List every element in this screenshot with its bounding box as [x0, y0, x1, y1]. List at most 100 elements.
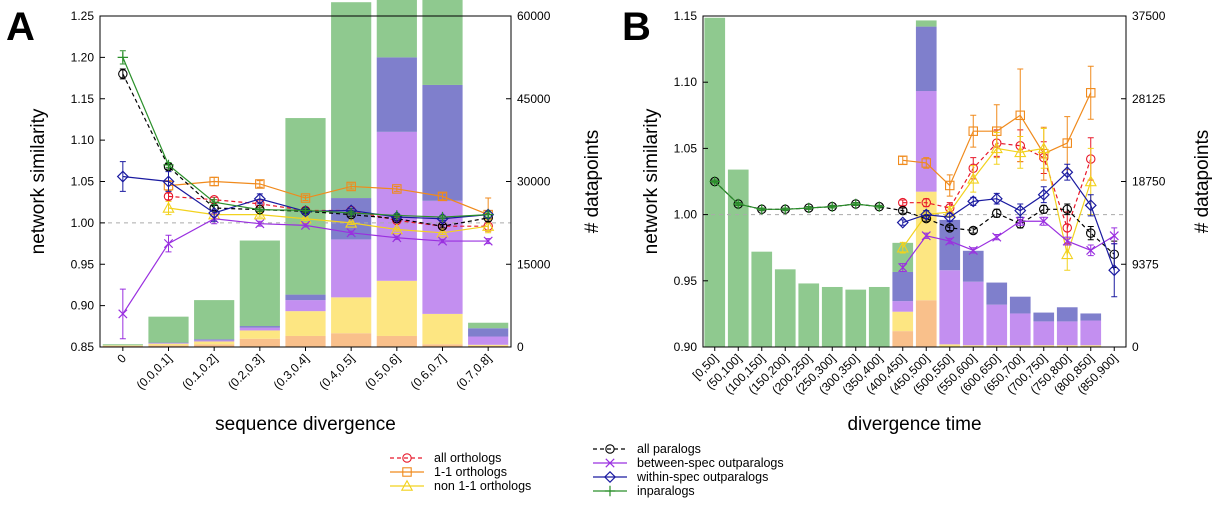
- error-bar-non11_orthologs: [993, 132, 1000, 165]
- point-all_paralogs: [991, 208, 1002, 219]
- series-between_spec: [898, 216, 1119, 273]
- error-bar-all_paralogs: [899, 207, 906, 214]
- bar-inparalogs: [194, 300, 235, 340]
- bar-between_spec: [468, 336, 509, 345]
- y-tick-label: 1.05: [674, 141, 698, 155]
- point-within_spec: [162, 175, 175, 188]
- bar-inparalogs: [821, 286, 843, 347]
- x-tick-label: (0.5,0.6]: [362, 351, 403, 392]
- bar-inparalogs: [774, 269, 796, 347]
- point-non11_orthologs: [896, 241, 909, 253]
- x-tick-label: (0.4,0.5]: [316, 351, 357, 392]
- point-all_paralogs: [944, 223, 955, 233]
- bars: [102, 0, 509, 347]
- bar-orthologs_11: [285, 335, 326, 347]
- bar-within_spec: [194, 339, 235, 341]
- point-between_spec: [992, 232, 1002, 242]
- bar-inparalogs: [915, 20, 937, 27]
- error-bar-orthologs_11: [1064, 116, 1071, 171]
- bar-non11_orthologs: [986, 345, 1008, 347]
- point-within_spec: [1061, 166, 1074, 179]
- error-bar-within_spec: [899, 219, 906, 226]
- series-non11_orthologs: [162, 200, 495, 238]
- bar-between_spec: [1056, 321, 1078, 346]
- bar-non11_orthologs: [1033, 345, 1055, 347]
- y-tick-label: 1.15: [674, 9, 698, 23]
- bar-non11_orthologs: [376, 280, 417, 336]
- legend-label-all_paralogs: all paralogs: [637, 442, 701, 456]
- error-bar-orthologs_11: [970, 114, 977, 148]
- bar-within_spec: [1080, 313, 1102, 321]
- panel-a-chart: 0.85 0.90 0.95 1.00 1.05 1.10 1.15 1.20 1.25 0 150…: [28, 0, 603, 435]
- legend-marker-orthologs_11: [402, 467, 412, 477]
- point-orthologs_11: [300, 193, 311, 203]
- point-within_spec: [116, 170, 129, 183]
- point-inparalogs: [437, 211, 448, 223]
- bar-orthologs_11: [422, 344, 463, 347]
- error-bar-orthologs_11: [1087, 65, 1094, 120]
- x-tick-label: (0.7,0.8]: [453, 351, 494, 392]
- bar-within_spec: [939, 219, 961, 271]
- bar-between_spec: [331, 239, 372, 298]
- y2-tick-label: 30000: [517, 175, 551, 189]
- bar-inparalogs: [845, 289, 867, 347]
- y-tick-label: 1.25: [71, 9, 95, 23]
- point-non11_orthologs: [1084, 175, 1097, 187]
- point-orthologs_11: [1062, 138, 1073, 148]
- legend-label-orthologs_11: 1-1 orthologs: [434, 465, 507, 479]
- error-bar-within_spec: [165, 171, 172, 192]
- bar-between_spec: [194, 340, 235, 342]
- point-between_spec: [968, 245, 978, 255]
- y2-axis-label: # datapoints: [582, 130, 603, 234]
- bar-within_spec: [148, 342, 189, 344]
- error-bar-non11_orthologs: [1040, 128, 1047, 169]
- point-non11_orthologs: [482, 219, 495, 231]
- y-tick-label: 1.00: [674, 208, 698, 222]
- x-axis-label: sequence divergence: [215, 414, 396, 435]
- bar-between_spec: [939, 270, 961, 345]
- x-tick-label: (0.0,0.1]: [134, 351, 175, 392]
- y2-tick-label: 0: [1132, 340, 1139, 354]
- point-all_paralogs: [1062, 204, 1073, 215]
- point-between_spec: [255, 219, 265, 229]
- point-orthologs_11: [392, 184, 402, 194]
- legend-label-within_spec: within-spec outparalogs: [636, 470, 768, 484]
- point-within_spec: [1108, 264, 1121, 277]
- point-inparalogs: [482, 209, 494, 220]
- panel-b-chart: 0.90 0.95 1.00 1.05 1.10 1.15 0 9375 18750 28125 3…: [641, 9, 1213, 435]
- bar-non11_orthologs: [102, 345, 143, 346]
- error-bar-within_spec: [119, 161, 126, 192]
- point-all_paralogs: [968, 225, 978, 236]
- bar-inparalogs: [868, 286, 890, 347]
- bar-non11_orthologs: [892, 311, 914, 332]
- point-between_spec: [1062, 236, 1072, 246]
- bars: [704, 17, 1102, 348]
- point-within_spec: [943, 211, 956, 224]
- y2-tick-label: 45000: [517, 92, 551, 106]
- bar-non11_orthologs: [962, 345, 984, 347]
- bar-inparalogs: [892, 242, 914, 272]
- y-tick-label: 1.10: [71, 133, 95, 147]
- point-inparalogs: [163, 159, 174, 171]
- error-bar-orthologs_11: [439, 192, 446, 201]
- point-between_spec: [1109, 231, 1119, 241]
- error-bar-all_paralogs: [1040, 204, 1047, 214]
- y2-tick-label: 15000: [517, 257, 551, 271]
- legend-marker-all_paralogs: [605, 444, 615, 454]
- series-non11_orthologs: [896, 128, 1097, 271]
- error-bar-all_paralogs: [970, 227, 977, 234]
- error-bar-orthologs_11: [256, 180, 263, 188]
- point-inparalogs: [756, 204, 767, 215]
- point-orthologs_11: [346, 181, 356, 192]
- bar-orthologs_11: [892, 331, 914, 347]
- point-inparalogs: [391, 210, 403, 221]
- bar-between_spec: [962, 281, 984, 346]
- point-within_spec: [1037, 188, 1050, 201]
- point-orthologs_11: [968, 126, 978, 136]
- bar-inparalogs: [376, 0, 417, 58]
- y2-tick-label: 0: [517, 340, 524, 354]
- bar-between_spec: [1033, 321, 1055, 346]
- error-bar-non11_orthologs: [970, 165, 977, 193]
- x-tick-label: (0.1,0.2]: [179, 351, 220, 392]
- point-all_orthologs: [163, 191, 174, 202]
